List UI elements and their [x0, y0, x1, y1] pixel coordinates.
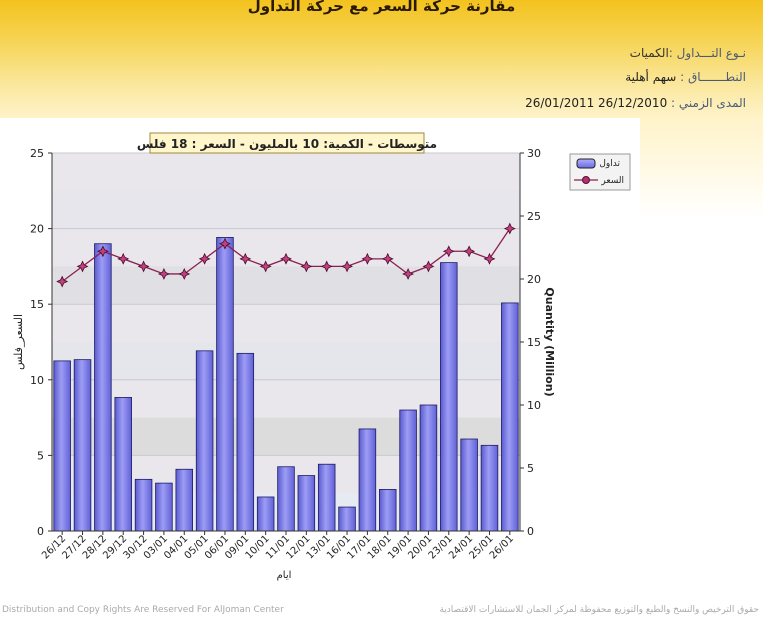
chart: 051015202505101520253026/1227/1228/1229/…: [12, 132, 631, 581]
tick-label-left: 0: [37, 525, 44, 538]
price-marker: [239, 252, 252, 265]
date-range-label: المدى الزمني :: [671, 96, 746, 110]
price-marker: [219, 237, 231, 250]
legend: تداول السعر: [569, 153, 631, 191]
scope-value: سهم أهلية: [625, 70, 677, 84]
price-marker: [56, 275, 69, 288]
quantity-bar: [155, 482, 173, 532]
price-marker: [503, 222, 516, 235]
plot-band: [52, 190, 520, 229]
legend-line-label: السعر: [600, 176, 624, 186]
quantity-bars: [53, 237, 519, 532]
quantity-bar: [256, 496, 275, 532]
price-marker: [280, 252, 292, 265]
chart-title-box: متوسطات - الكمية: 10 بالمليون - السعر : …: [137, 132, 437, 154]
quantity-bar: [73, 359, 92, 532]
legend-bar-label: تداول: [599, 159, 620, 169]
date-range-row: المدى الزمني : 26/01/2011 26/12/2010: [525, 96, 746, 110]
price-marker: [96, 245, 109, 258]
quantity-bar: [358, 428, 377, 532]
price-marker: [259, 260, 272, 273]
quantity-bar: [236, 352, 255, 532]
price-marker: [463, 245, 476, 258]
price-marker: [422, 260, 435, 273]
quantity-bar: [440, 262, 458, 532]
price-marker: [117, 252, 130, 265]
price-marker: [157, 268, 170, 280]
trade-type-row: نـوع التـــداول :الكميات: [630, 46, 746, 60]
footer-copyright-en: Distribution and Copy Rights Are Reserve…: [2, 605, 284, 615]
page-title: مقارنة حركة السعر مع حركة التداول: [247, 0, 516, 15]
date-range-value: 26/01/2011 26/12/2010: [525, 96, 668, 110]
quantity-bar: [378, 489, 397, 532]
header-band: [0, 0, 763, 118]
scope-label: النطـــــــاق :: [680, 70, 746, 84]
quantity-bar: [53, 360, 71, 532]
y-axis-label-right: Quantity (Million): [543, 287, 556, 396]
price-marker: [198, 252, 211, 265]
x-axis-label: ايام: [277, 570, 292, 581]
tick-label-right: 0: [527, 525, 534, 538]
tick-label-left: 20: [30, 223, 44, 236]
scope-row: النطـــــــاق : سهم أهلية: [625, 70, 746, 84]
price-marker: [76, 260, 89, 273]
legend-bar-swatch: [576, 158, 596, 169]
quantity-bar: [175, 468, 194, 532]
quantity-bar: [94, 243, 112, 532]
quantity-bar: [480, 444, 499, 532]
price-marker: [300, 260, 313, 273]
footer-copyright-ar: حقوق الترخيص والنسخ والطبع والتوزيع محفو…: [439, 605, 759, 615]
price-marker: [178, 268, 191, 280]
tick-label-left: 5: [37, 449, 44, 462]
quantity-bar: [195, 350, 214, 532]
price-marker: [361, 252, 374, 265]
quantity-bar: [134, 478, 153, 532]
tick-label-left: 15: [30, 298, 44, 311]
price-marker: [137, 260, 150, 273]
quantity-bar: [501, 302, 519, 532]
trade-type-label: نـوع التـــداول :: [668, 46, 746, 60]
legend-line-marker: [582, 176, 590, 184]
quantity-bar: [338, 506, 356, 532]
tick-label-right: 25: [527, 210, 541, 223]
trade-type-value: الكميات: [629, 46, 669, 60]
price-marker: [341, 260, 353, 273]
quantity-bar: [317, 463, 336, 532]
tick-label-right: 30: [527, 147, 541, 160]
tick-label-left: 25: [30, 147, 44, 160]
tick-label-right: 5: [527, 462, 534, 475]
price-marker: [381, 252, 394, 265]
y-axis-label-left: السعر_فلس: [12, 314, 25, 370]
quantity-bar: [216, 237, 234, 532]
price-marker: [320, 260, 333, 273]
tick-label-right: 10: [527, 399, 541, 412]
tick-label-left: 10: [30, 374, 44, 387]
quantity-bar: [399, 409, 417, 532]
chart-title: متوسطات - الكمية: 10 بالمليون - السعر : …: [137, 137, 437, 152]
price-marker: [442, 245, 455, 258]
price-marker: [402, 268, 415, 280]
tick-label-right: 20: [527, 273, 541, 286]
price-line: [56, 222, 516, 288]
tick-label-right: 15: [527, 336, 541, 349]
price-marker: [483, 252, 496, 265]
quantity-bar: [297, 475, 316, 532]
quantity-bar: [277, 466, 295, 532]
quantity-bar: [460, 438, 478, 532]
header-fade: [640, 118, 763, 218]
quantity-bar: [419, 404, 438, 532]
quantity-bar: [114, 397, 132, 532]
